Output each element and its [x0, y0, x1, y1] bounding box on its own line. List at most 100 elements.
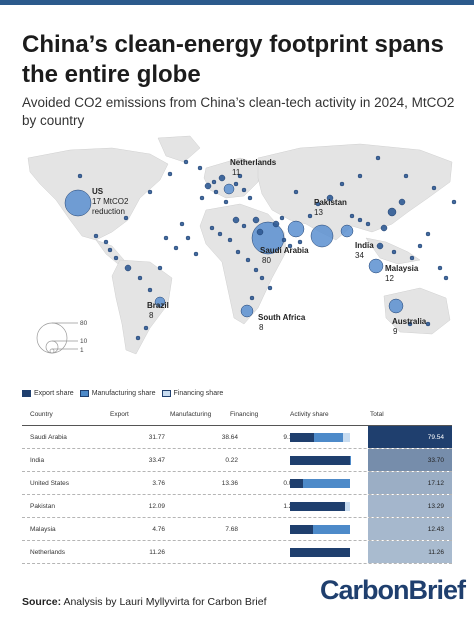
cell-total: 13.29 — [427, 503, 444, 510]
cell-export: 33.47 — [148, 457, 165, 464]
size-legend-label-1: 1 — [80, 347, 84, 354]
cell-country: Saudi Arabia — [30, 434, 67, 441]
source-note: Source: Analysis by Lauri Myllyvirta for… — [22, 596, 267, 608]
country-bubble — [103, 239, 109, 245]
export-share-segment — [290, 502, 345, 511]
australia-shape — [383, 287, 451, 335]
country-bubble — [357, 217, 363, 223]
country-bubble — [425, 231, 431, 237]
table-header: Country Export Manufacturing Financing A… — [22, 404, 452, 426]
country-bubble — [197, 165, 203, 171]
cell-country: India — [30, 457, 45, 464]
country-bubble — [124, 264, 132, 272]
value-australia: 9 — [393, 327, 398, 336]
label-saudi-arabia: Saudi Arabia — [260, 246, 309, 255]
country-bubble — [211, 179, 217, 185]
label-brazil: Brazil — [147, 301, 169, 310]
export-share-segment — [290, 479, 304, 488]
country-bubble — [237, 173, 243, 179]
activity-share-bar — [290, 479, 350, 488]
table-row: Pakistan 12.09 1.20 13.29 — [22, 495, 452, 518]
legend-financing-swatch — [161, 389, 171, 397]
table-row: Saudi Arabia 31.77 38.649.13 79.54 — [22, 426, 452, 449]
country-bubble — [213, 189, 219, 195]
country-bubble — [376, 242, 384, 250]
cell-total: 79.54 — [427, 434, 444, 441]
country-bubble — [451, 199, 457, 205]
col-manufacturing: Manufacturing — [170, 411, 212, 418]
size-legend-1 — [49, 348, 55, 354]
legend-export-swatch — [22, 389, 31, 397]
cell-export: 12.09 — [148, 503, 165, 510]
world-bubble-map: Netherlands 11 US 17 MtCO2 reduction Pak… — [27, 135, 457, 355]
country-bubble — [107, 247, 113, 253]
cell-manufacturing: 0.22 — [225, 457, 238, 464]
country-bubble — [223, 183, 235, 195]
country-bubble — [310, 224, 334, 248]
table-row: United States 3.76 13.360.00 17.12 — [22, 472, 452, 495]
country-bubble — [93, 233, 99, 239]
legend-manufacturing: Manufacturing share — [79, 389, 156, 397]
country-bubble — [245, 257, 251, 263]
cell-export: 31.77 — [148, 434, 165, 441]
value-netherlands: 11 — [232, 168, 241, 177]
financing-share-segment — [344, 502, 350, 511]
cell-financing: 9.13 — [238, 434, 296, 441]
page-subtitle: Avoided CO2 emissions from China’s clean… — [22, 95, 455, 128]
cell-export: 3.76 — [152, 480, 165, 487]
country-bubble — [135, 335, 141, 341]
size-legend-10 — [45, 340, 59, 354]
country-bubble — [398, 198, 406, 206]
country-bubble — [157, 265, 163, 271]
country-bubble — [167, 171, 173, 177]
table-row: India 33.47 0.22 33.70 — [22, 449, 452, 472]
activity-share-bar — [290, 548, 350, 557]
total-cell: 12.43 — [368, 518, 452, 540]
manufacturing-share-segment — [303, 479, 350, 488]
country-bubble — [77, 173, 83, 179]
source-label: Source: — [22, 596, 62, 608]
country-bubble — [247, 195, 253, 201]
country-bubble — [375, 155, 381, 161]
label-malaysia: Malaysia — [385, 264, 419, 273]
table-body: Saudi Arabia 31.77 38.649.13 79.54 India 33.4… — [22, 426, 452, 564]
cell-manufacturing: 13.36 — [221, 480, 238, 487]
country-bubble — [193, 251, 199, 257]
country-bubble — [154, 296, 166, 308]
africa-shape — [199, 203, 287, 325]
page-title: China’s clean-energy footprint spans the… — [22, 31, 444, 88]
country-bubble — [443, 275, 449, 281]
cell-total: 12.43 — [427, 526, 444, 533]
activity-legend: Export share Manufacturing share Financi… — [22, 387, 229, 399]
country-bubble — [173, 245, 179, 251]
country-bubble — [209, 225, 215, 231]
country-bubble — [391, 249, 397, 255]
total-cell: 13.29 — [368, 495, 452, 517]
cell-total: 17.12 — [427, 480, 444, 487]
country-bubble — [279, 215, 285, 221]
cell-total: 33.70 — [427, 457, 444, 464]
country-bubble — [233, 181, 239, 187]
source-text: Analysis by Lauri Myllyvirta for Carbon … — [63, 596, 267, 608]
country-bubble — [123, 215, 129, 221]
col-export: Export — [110, 411, 129, 418]
country-bubble — [380, 224, 388, 232]
country-bubble — [137, 275, 143, 281]
legend-export: Export share — [22, 389, 74, 397]
europe-shape — [203, 157, 261, 199]
label-us: US — [92, 187, 104, 196]
table-row: Malaysia 4.76 7.68 12.43 — [22, 518, 452, 541]
country-bubble — [163, 235, 169, 241]
country-bubble — [409, 255, 415, 261]
country-bubble — [249, 295, 255, 301]
country-bubble — [256, 228, 264, 236]
country-bubble — [235, 249, 241, 255]
cell-country: Pakistan — [30, 503, 55, 510]
country-bubble — [293, 189, 299, 195]
country-bubble — [281, 237, 287, 243]
country-bubble — [232, 216, 240, 224]
export-share-segment — [290, 548, 350, 557]
col-activity-share: Activity share — [290, 411, 329, 418]
country-bubble — [297, 239, 303, 245]
size-legend-label-80: 80 — [80, 320, 88, 327]
